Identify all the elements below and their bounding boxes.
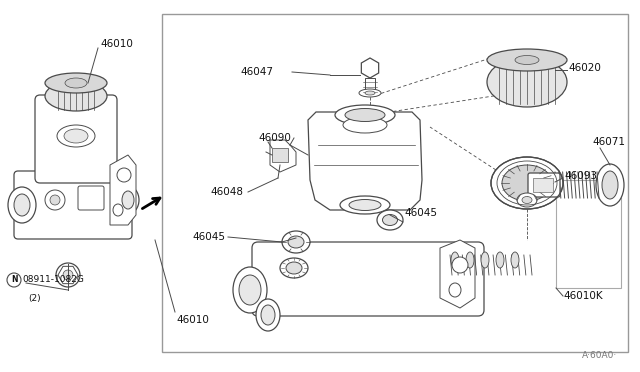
Ellipse shape	[491, 157, 563, 209]
Text: 46010K: 46010K	[563, 291, 603, 301]
Ellipse shape	[8, 187, 36, 223]
Text: (2): (2)	[28, 294, 40, 303]
Ellipse shape	[233, 267, 267, 313]
Text: 46010: 46010	[100, 39, 133, 49]
Circle shape	[56, 263, 80, 287]
Ellipse shape	[340, 196, 390, 214]
Circle shape	[7, 273, 21, 287]
Ellipse shape	[45, 81, 107, 111]
Ellipse shape	[365, 91, 375, 95]
Ellipse shape	[282, 231, 310, 253]
Ellipse shape	[288, 236, 304, 248]
Ellipse shape	[45, 73, 107, 93]
Ellipse shape	[239, 275, 261, 305]
Circle shape	[45, 190, 65, 210]
Text: 08911-1082G: 08911-1082G	[22, 275, 84, 284]
Text: N: N	[11, 276, 17, 285]
Ellipse shape	[256, 299, 280, 331]
Ellipse shape	[511, 252, 519, 268]
Circle shape	[50, 195, 60, 205]
Bar	[272, 148, 288, 162]
FancyBboxPatch shape	[35, 95, 117, 183]
Ellipse shape	[286, 262, 302, 274]
Ellipse shape	[466, 252, 474, 268]
Ellipse shape	[335, 105, 395, 125]
Ellipse shape	[345, 109, 385, 122]
FancyBboxPatch shape	[252, 242, 484, 316]
Circle shape	[117, 168, 131, 182]
Text: 46047: 46047	[240, 67, 273, 77]
Ellipse shape	[122, 191, 134, 209]
Ellipse shape	[522, 196, 532, 203]
Ellipse shape	[57, 125, 95, 147]
Polygon shape	[58, 266, 78, 284]
Ellipse shape	[502, 165, 552, 201]
Ellipse shape	[602, 171, 618, 199]
Text: 46048: 46048	[210, 187, 243, 197]
Bar	[556, 180, 621, 288]
Ellipse shape	[596, 164, 624, 206]
Ellipse shape	[359, 89, 381, 97]
Circle shape	[452, 257, 468, 273]
Ellipse shape	[481, 252, 489, 268]
Polygon shape	[440, 240, 475, 308]
Bar	[365, 78, 375, 92]
Text: 46045: 46045	[404, 208, 437, 218]
Ellipse shape	[349, 199, 381, 211]
Ellipse shape	[64, 129, 88, 143]
Ellipse shape	[449, 283, 461, 297]
Ellipse shape	[343, 117, 387, 133]
Bar	[162, 14, 628, 352]
Ellipse shape	[383, 215, 397, 225]
Ellipse shape	[377, 210, 403, 230]
Text: 46093: 46093	[564, 171, 597, 181]
Text: 46071: 46071	[592, 137, 625, 147]
Ellipse shape	[65, 78, 87, 88]
Ellipse shape	[487, 49, 567, 71]
Ellipse shape	[113, 204, 123, 216]
Ellipse shape	[517, 193, 537, 207]
Text: 46045: 46045	[192, 232, 225, 242]
Text: 46020: 46020	[568, 63, 601, 73]
Text: 46010: 46010	[176, 315, 209, 325]
FancyBboxPatch shape	[14, 171, 132, 239]
Ellipse shape	[117, 186, 139, 214]
Text: A·60A0·: A·60A0·	[582, 352, 617, 360]
Polygon shape	[110, 155, 136, 225]
FancyBboxPatch shape	[78, 186, 104, 210]
Polygon shape	[270, 140, 296, 172]
FancyBboxPatch shape	[528, 173, 560, 197]
Ellipse shape	[451, 252, 459, 268]
Circle shape	[63, 270, 73, 280]
Ellipse shape	[280, 258, 308, 278]
Polygon shape	[362, 58, 379, 78]
Ellipse shape	[261, 305, 275, 325]
Ellipse shape	[487, 57, 567, 107]
Polygon shape	[308, 112, 422, 210]
Text: 46090: 46090	[258, 133, 291, 143]
Ellipse shape	[496, 252, 504, 268]
Bar	[533, 178, 553, 192]
Ellipse shape	[14, 194, 30, 216]
Ellipse shape	[515, 55, 539, 64]
